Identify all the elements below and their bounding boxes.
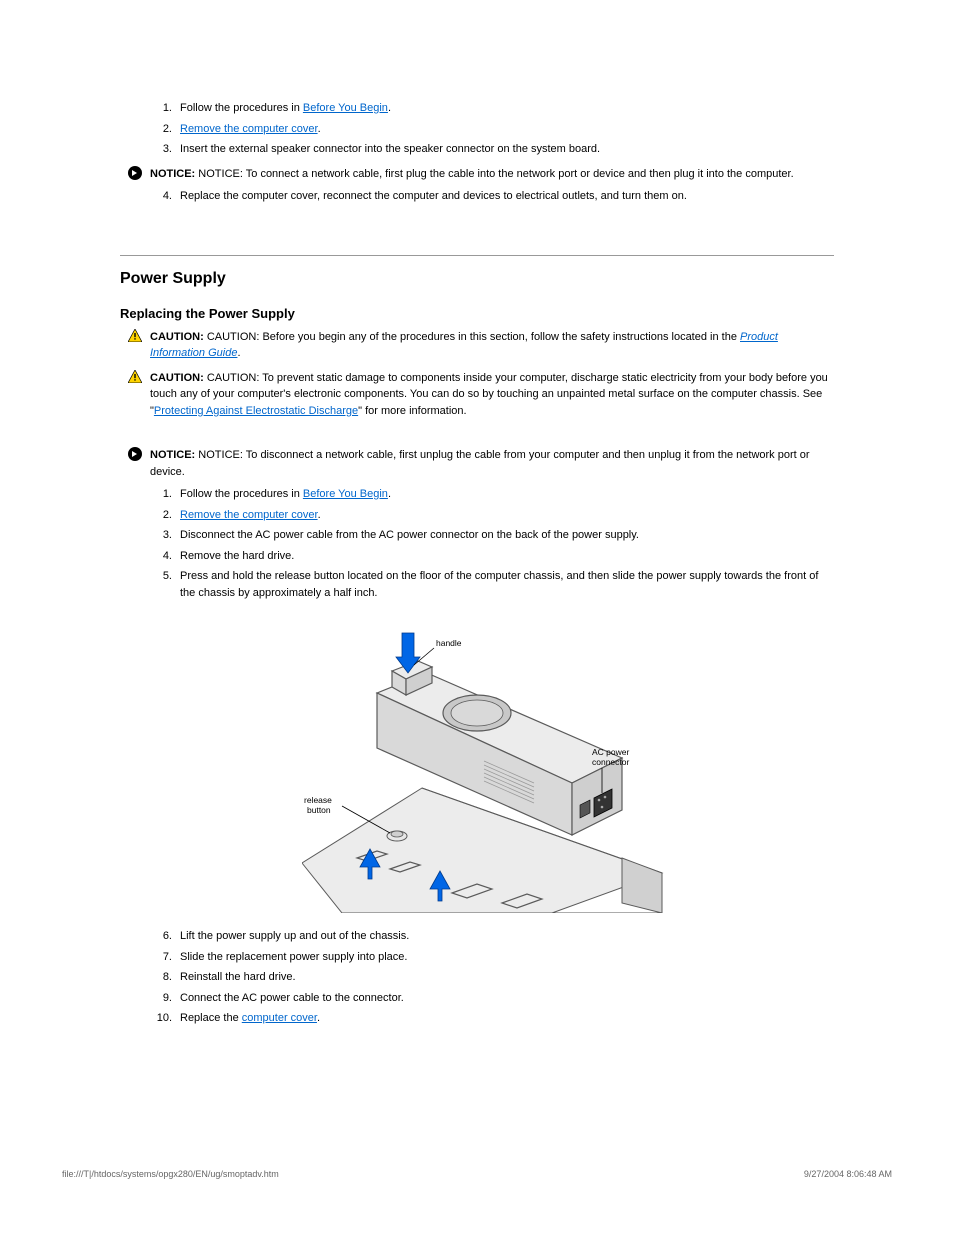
page-content: 1. Follow the procedures in Before You B… xyxy=(0,0,954,1071)
remove-cover-link[interactable]: Remove the computer cover xyxy=(180,509,318,521)
list-item: 6. Lift the power supply up and out of t… xyxy=(150,928,834,945)
list-item: 8. Reinstall the hard drive. xyxy=(150,969,834,986)
diagram-label-ac2: connector xyxy=(592,757,629,767)
list-number: 3. xyxy=(150,141,180,158)
power-supply-diagram: handle release button AC power connector xyxy=(150,613,834,918)
list-text: Insert the external speaker connector in… xyxy=(180,141,834,158)
diagram-label-ac1: AC power xyxy=(592,747,629,757)
section-divider xyxy=(120,255,834,256)
list-text: Press and hold the release button locate… xyxy=(180,568,834,601)
notice-text: NOTICE: NOTICE: To connect a network cab… xyxy=(150,166,834,183)
list-item: 5. Press and hold the release button loc… xyxy=(150,568,834,601)
diagram-label-handle: handle xyxy=(436,638,462,648)
computer-cover-link[interactable]: computer cover xyxy=(242,1012,317,1024)
list-item: 7. Slide the replacement power supply in… xyxy=(150,949,834,966)
list-number: 5. xyxy=(150,568,180,585)
top-list-tail: 4. Replace the computer cover, reconnect… xyxy=(150,188,834,205)
page-footer: file:///T|/htdocs/systems/opgx280/EN/ug/… xyxy=(0,1169,954,1179)
list-number: 10. xyxy=(150,1010,180,1027)
before-you-begin-link[interactable]: Before You Begin xyxy=(303,102,388,114)
list-item: 10. Replace the computer cover. xyxy=(150,1010,834,1027)
list-text: Follow the procedures in Before You Begi… xyxy=(180,100,834,117)
list-item: 4. Remove the hard drive. xyxy=(150,548,834,565)
list-text: Lift the power supply up and out of the … xyxy=(180,928,834,945)
caution-row: CAUTION: CAUTION: To prevent static dama… xyxy=(120,370,834,420)
list-item: 3. Disconnect the AC power cable from th… xyxy=(150,527,834,544)
list-number: 7. xyxy=(150,949,180,966)
list-text: Disconnect the AC power cable from the A… xyxy=(180,527,834,544)
list-number: 9. xyxy=(150,990,180,1007)
list-number: 3. xyxy=(150,527,180,544)
list-number: 1. xyxy=(150,486,180,503)
footer-timestamp: 9/27/2004 8:06:48 AM xyxy=(804,1169,892,1179)
list-item: 2. Remove the computer cover. xyxy=(150,507,834,524)
list-text: Connect the AC power cable to the connec… xyxy=(180,990,834,1007)
list-number: 2. xyxy=(150,507,180,524)
list-text: Slide the replacement power supply into … xyxy=(180,949,834,966)
list-number: 6. xyxy=(150,928,180,945)
notice-text: NOTICE: NOTICE: To disconnect a network … xyxy=(150,447,834,480)
before-you-begin-link[interactable]: Before You Begin xyxy=(303,488,388,500)
section-title: Power Supply xyxy=(120,270,834,288)
caution-text: CAUTION: CAUTION: Before you begin any o… xyxy=(150,329,834,362)
list-text: Remove the computer cover. xyxy=(180,121,834,138)
section-list: 1. Follow the procedures in Before You B… xyxy=(150,486,834,1027)
list-item: 1. Follow the procedures in Before You B… xyxy=(150,486,834,503)
list-text: Remove the computer cover. xyxy=(180,507,834,524)
footer-path: file:///T|/htdocs/systems/opgx280/EN/ug/… xyxy=(62,1169,279,1179)
caution-triangle-icon xyxy=(120,329,150,342)
notice-arrow-icon xyxy=(120,447,150,461)
list-text: Remove the hard drive. xyxy=(180,548,834,565)
notice-row: NOTICE: NOTICE: To disconnect a network … xyxy=(120,447,834,480)
remove-cover-link[interactable]: Remove the computer cover xyxy=(180,123,318,135)
caution-row: CAUTION: CAUTION: Before you begin any o… xyxy=(120,329,834,362)
list-text: Reinstall the hard drive. xyxy=(180,969,834,986)
list-item: 9. Connect the AC power cable to the con… xyxy=(150,990,834,1007)
diagram-label-release: release xyxy=(304,795,332,805)
list-number: 8. xyxy=(150,969,180,986)
subsection-title: Replacing the Power Supply xyxy=(120,306,834,321)
list-text: Follow the procedures in Before You Begi… xyxy=(180,486,834,503)
top-list: 1. Follow the procedures in Before You B… xyxy=(150,100,834,158)
list-item: 2. Remove the computer cover. xyxy=(150,121,834,138)
caution-text: CAUTION: CAUTION: To prevent static dama… xyxy=(150,370,834,420)
list-item: 3. Insert the external speaker connector… xyxy=(150,141,834,158)
diagram-label-release2: button xyxy=(307,805,331,815)
list-item: 1. Follow the procedures in Before You B… xyxy=(150,100,834,117)
list-item: 4. Replace the computer cover, reconnect… xyxy=(150,188,834,205)
list-text: Replace the computer cover. xyxy=(180,1010,834,1027)
list-number: 4. xyxy=(150,548,180,565)
notice-arrow-icon xyxy=(120,166,150,180)
caution-triangle-icon xyxy=(120,370,150,383)
list-number: 4. xyxy=(150,188,180,205)
list-number: 1. xyxy=(150,100,180,117)
notice-row: NOTICE: NOTICE: To connect a network cab… xyxy=(120,166,834,183)
electrostatic-discharge-link[interactable]: Protecting Against Electrostatic Dischar… xyxy=(154,405,358,417)
list-number: 2. xyxy=(150,121,180,138)
list-text: Replace the computer cover, reconnect th… xyxy=(180,188,834,205)
